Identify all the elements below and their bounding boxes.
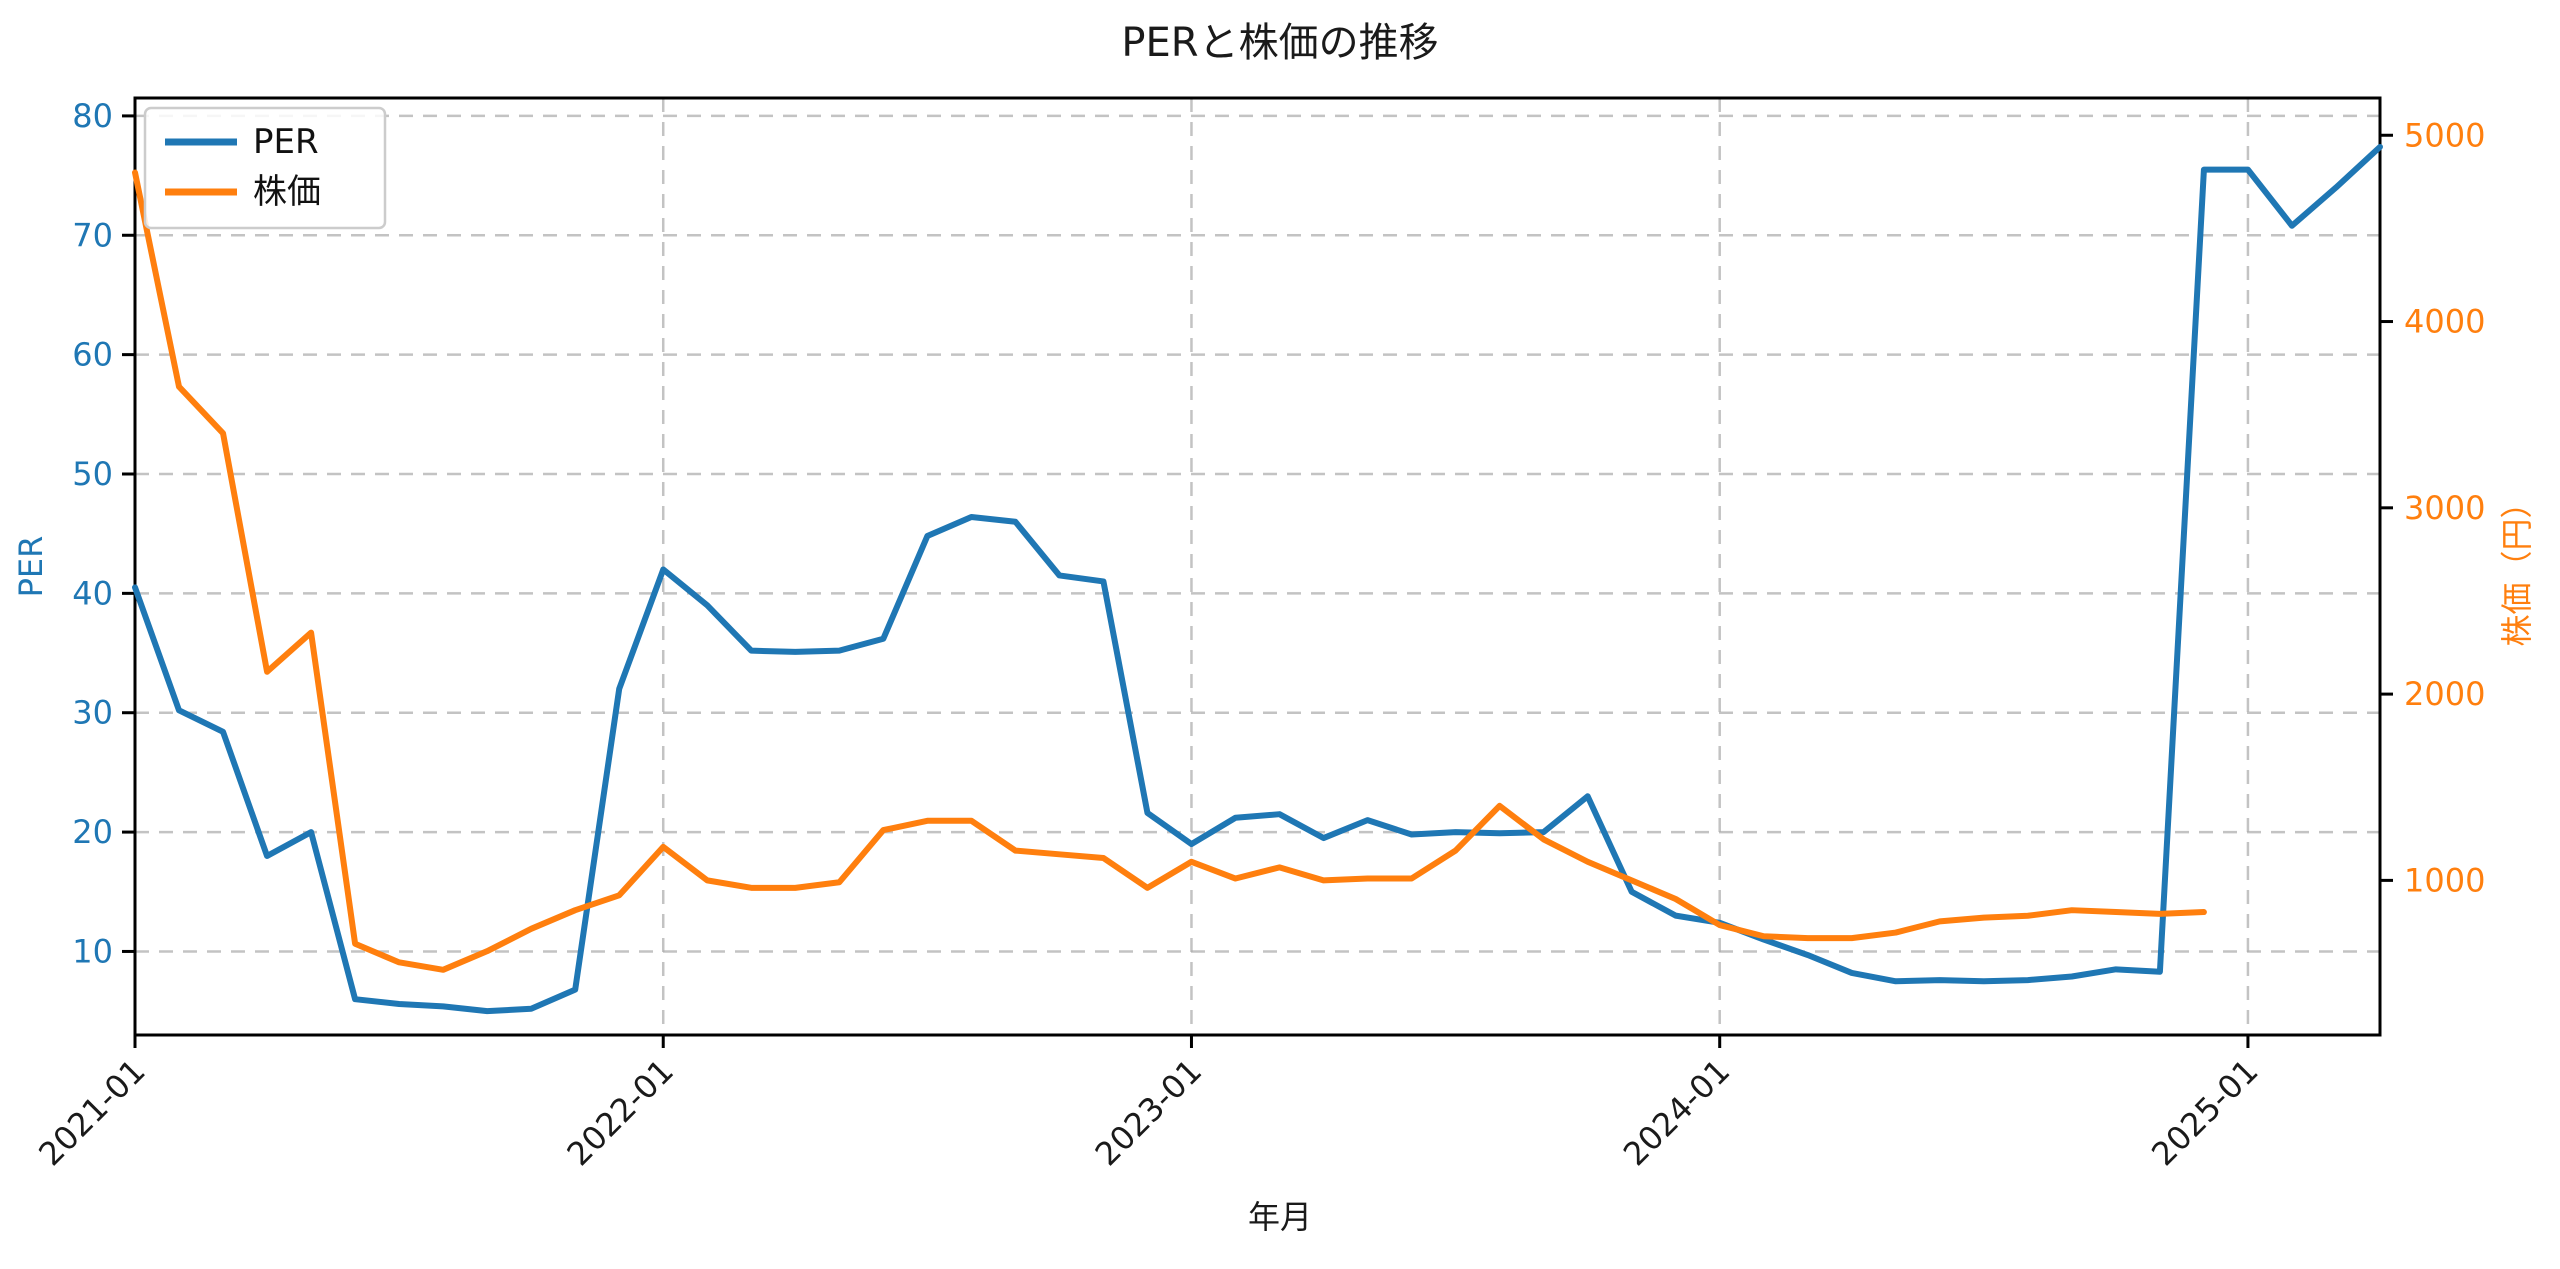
series-line-per	[132, 143, 2383, 1015]
y-axis-right-tick-label: 5000	[2404, 116, 2485, 154]
plot-area-border	[133, 96, 2382, 1037]
chart-legend[interactable]: PER 株価	[143, 106, 387, 230]
y-axis-left-tick-label: 70	[72, 216, 113, 254]
chart-title: PERと株価の推移	[1121, 20, 1438, 66]
y-axis-left-tick-label: 60	[72, 336, 113, 374]
y-axis-right-tick-label: 1000	[2404, 861, 2485, 899]
y-axis-right-ticks: 1000 2000 3000 4000 5000	[2380, 116, 2485, 899]
y-axis-left-tick-label: 10	[72, 932, 113, 970]
y-axis-left-tick-label: 80	[72, 97, 113, 135]
y-axis-right-tick-label: 4000	[2404, 303, 2485, 341]
y-axis-left-tick-label: 20	[72, 813, 113, 851]
y-axis-left-label: PER	[12, 536, 50, 598]
y-axis-left-tick-label: 30	[72, 694, 113, 732]
series-line-kabuka	[132, 169, 2207, 973]
y-axis-right-tick-label: 2000	[2404, 675, 2485, 713]
legend-label-kabuka: 株価	[253, 172, 321, 212]
x-axis-label: 年月	[1248, 1198, 1312, 1236]
y-axis-left-tick-label: 40	[72, 574, 113, 612]
data-series-layer	[132, 143, 2383, 1015]
y-axis-left-tick-label: 50	[72, 455, 113, 493]
y-axis-left-ticks: 10 20 30 40 50 60 70 80	[72, 97, 135, 970]
legend-label-per: PER	[253, 122, 319, 162]
y-axis-right-tick-label: 3000	[2404, 489, 2485, 527]
y-axis-right-label: 株価（円）	[2498, 486, 2536, 646]
